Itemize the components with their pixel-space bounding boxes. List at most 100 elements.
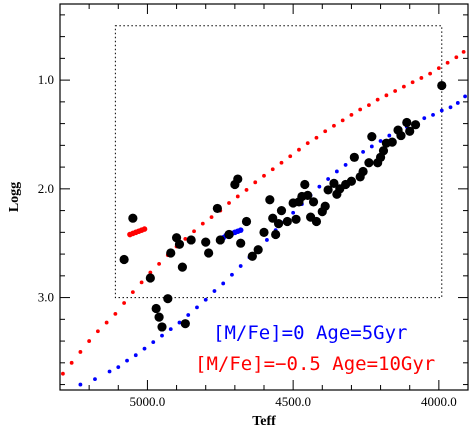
isochrone-point: [192, 229, 196, 234]
isochrone-point: [334, 169, 339, 174]
isochrone-point: [428, 71, 433, 76]
star-point: [271, 229, 281, 240]
star-point: [233, 174, 243, 184]
isochrone-point: [95, 329, 100, 334]
x-tick-label: 5000.0: [130, 394, 166, 409]
legend-entry-blue: [M/Fe]=0 Age=5Gyr: [213, 322, 407, 344]
plot-frame: [59, 3, 469, 391]
isochrone-point: [177, 320, 182, 325]
star-point: [201, 237, 211, 247]
isochrone-point: [343, 163, 348, 167]
star-point: [276, 205, 287, 216]
isochrone-point: [195, 305, 199, 310]
isochrone-point: [238, 264, 243, 268]
isochrone-point: [454, 55, 459, 60]
isochrone-point: [130, 290, 135, 295]
star-point: [247, 251, 257, 261]
isochrone-point: [448, 105, 453, 110]
isochrone-point: [265, 238, 269, 242]
star-point: [396, 130, 406, 141]
isochrone-point: [375, 97, 380, 102]
isochrone-point: [317, 184, 322, 189]
star-point: [236, 238, 246, 248]
isochrone-point: [78, 382, 83, 387]
isochrone-point: [200, 221, 205, 226]
isochrone-point: [332, 123, 336, 128]
x-tick-label: 4000.0: [421, 394, 457, 409]
isochrone-point: [212, 289, 217, 293]
x-axis-title: Teff: [252, 414, 276, 429]
star-point: [405, 126, 415, 136]
isochrone-point: [369, 144, 374, 149]
isochrone-point: [367, 103, 371, 108]
segment-point: [141, 226, 148, 232]
isochrone-point: [113, 311, 118, 316]
isochrone-point: [445, 60, 450, 65]
isochrone-point: [133, 353, 138, 358]
selection-box: [114, 25, 443, 299]
star-point: [346, 176, 357, 186]
star-point: [300, 179, 310, 190]
star-point: [349, 152, 359, 162]
isochrone-point: [125, 358, 129, 363]
y-tick-label: 1.0: [38, 72, 54, 87]
isochrone-point: [107, 369, 112, 374]
isochrone-point: [384, 93, 389, 98]
star-point: [323, 185, 333, 195]
star-point: [224, 229, 234, 240]
star-point: [268, 213, 278, 223]
isochrone-point: [227, 201, 231, 205]
isochrone-point: [87, 339, 92, 343]
star-point: [329, 178, 339, 189]
isochrone-point: [461, 49, 466, 54]
isochrone-point: [122, 301, 127, 305]
star-point: [265, 195, 275, 205]
isochrone-point: [297, 147, 301, 152]
isochrone-point: [279, 160, 284, 165]
star-point: [166, 248, 176, 258]
x-tick-label: 4500.0: [275, 394, 311, 409]
isochrone-point: [221, 281, 226, 286]
axes-group: 5000.0 4500.0 4000.0 1.0 2.0 3.0: [38, 4, 469, 409]
isochrone-point: [183, 236, 188, 241]
isochrone-point: [463, 94, 467, 99]
isochrone-point: [340, 118, 345, 123]
star-point: [180, 319, 190, 329]
y-axis-title: Logg: [7, 182, 22, 212]
isochrone-point: [61, 371, 65, 376]
star-point: [437, 80, 447, 91]
star-point: [177, 262, 187, 272]
isochrone-point: [262, 173, 266, 178]
isochrone-point: [387, 133, 392, 138]
star-point: [157, 322, 167, 332]
star-point: [273, 219, 284, 229]
isochrone-point: [291, 210, 296, 215]
star-point: [387, 137, 397, 147]
isochrone-point: [288, 154, 293, 159]
isochrone-point: [393, 89, 398, 93]
star-point: [145, 273, 155, 283]
isochrone-point: [69, 360, 74, 365]
star-point: [186, 235, 196, 245]
isochrone-point: [78, 350, 83, 354]
star-point: [303, 190, 313, 200]
isochrone-point: [410, 80, 415, 85]
isochrone-point: [323, 129, 328, 134]
y-tick-label: 2.0: [38, 181, 54, 196]
isochrone-point: [93, 377, 97, 382]
isochrone-point: [349, 113, 354, 117]
isochrone-point: [203, 297, 208, 302]
star-point: [154, 312, 164, 322]
isochrone-point: [235, 194, 240, 199]
isochrone-point: [361, 149, 365, 154]
isochrone-point: [151, 340, 156, 345]
star-point: [259, 227, 269, 237]
isochrone-point: [230, 272, 234, 277]
isochrone-point: [244, 188, 249, 192]
isochrone-point: [104, 320, 109, 325]
star-point: [174, 239, 185, 249]
isochrone-point: [160, 333, 164, 338]
star-point: [311, 216, 322, 227]
star-point: [163, 294, 173, 304]
